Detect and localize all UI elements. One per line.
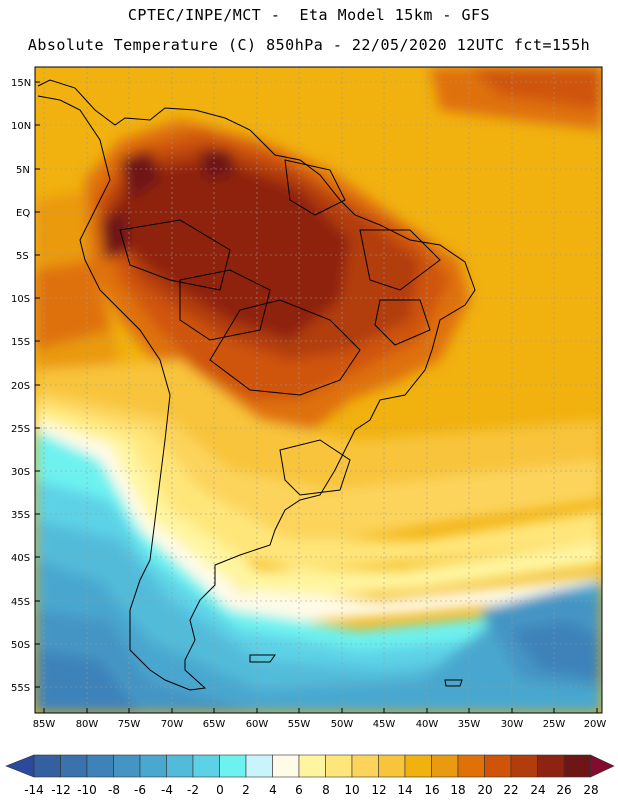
colorbar-label: 14 (397, 783, 412, 797)
colorbar-label: -14 (24, 783, 44, 797)
longitude-axis: 85W 80W 75W 70W 65W 60W 55W 50W 45W 40W … (33, 719, 607, 730)
latitude-axis: 15N 10N 5N EQ 5S 10S 15S 20S 25S 30S 35S… (11, 78, 31, 694)
lat-label-20s: 20S (11, 381, 30, 392)
title-line-2: Absolute Temperature (C) 850hPa - 22/05/… (27, 36, 591, 54)
colorbar-swatch (563, 754, 591, 778)
coastline-outline (37, 79, 476, 691)
lon-label-75w: 75W (118, 719, 141, 730)
lat-label-45s: 45S (11, 597, 30, 608)
colorbar-label: 22 (503, 783, 518, 797)
temperature-map[interactable]: 15N 10N 5N EQ 5S 10S 15S 20S 25S 30S 35S… (0, 0, 618, 750)
temperature-colorbar: -14 -12 -10 -8 -6 -4 -2 0 2 4 6 8 10 12 … (5, 754, 615, 797)
colorbar-swatch (298, 754, 326, 778)
colorbar-label: 10 (344, 783, 359, 797)
lat-label-30s: 30S (11, 467, 30, 478)
lat-label-35s: 35S (11, 510, 30, 521)
colorbar-swatch (325, 754, 353, 778)
lon-label-25w: 25W (543, 719, 566, 730)
colorbar-arrow-low (5, 754, 35, 778)
colorbar-swatch (113, 754, 141, 778)
colorbar-swatch (457, 754, 485, 778)
colorbar-label: -2 (187, 783, 199, 797)
lon-label-65w: 65W (203, 719, 226, 730)
lon-label-35w: 35W (458, 719, 481, 730)
lat-label-10s: 10S (11, 294, 30, 305)
lon-label-20w: 20W (584, 719, 607, 730)
colorbar-label: -8 (108, 783, 120, 797)
colorbar-swatch (537, 754, 565, 778)
temperature-field (35, 67, 602, 713)
colorbar-label: -4 (161, 783, 173, 797)
title-line-1: CPTEC/INPE/MCT - Eta Model 15km - GFS (127, 6, 491, 24)
colorbar-swatch (510, 754, 538, 778)
lon-label-85w: 85W (33, 719, 56, 730)
colorbar-swatch (139, 754, 167, 778)
colorbar-swatch (86, 754, 114, 778)
colorbar-label: -12 (51, 783, 71, 797)
colorbar-swatch (431, 754, 459, 778)
colorbar-label: 24 (530, 783, 545, 797)
colorbar-label: 28 (583, 783, 598, 797)
lat-label-55s: 55S (11, 683, 30, 694)
colorbar-swatch (245, 754, 273, 778)
colorbar-swatch (33, 754, 61, 778)
colorbar-label: 18 (450, 783, 465, 797)
lat-label-5s: 5S (16, 251, 29, 262)
lat-label-15s: 15S (11, 337, 30, 348)
colorbar-swatch (272, 754, 300, 778)
lon-label-60w: 60W (246, 719, 269, 730)
colorbar-swatch (378, 754, 406, 778)
lat-label-eq: EQ (16, 208, 30, 219)
colorbar-arrow-high (590, 754, 615, 778)
colorbar-swatch (60, 754, 88, 778)
colorbar-label: 26 (556, 783, 571, 797)
colorbar-label: 6 (295, 783, 303, 797)
lon-label-80w: 80W (76, 719, 99, 730)
lon-label-45w: 45W (373, 719, 396, 730)
colorbar-swatch (219, 754, 247, 778)
lon-label-40w: 40W (416, 719, 439, 730)
colorbar-swatch (484, 754, 512, 778)
lon-label-50w: 50W (331, 719, 354, 730)
lat-label-25s: 25S (11, 424, 30, 435)
colorbar-label: 8 (322, 783, 330, 797)
colorbar-swatch (404, 754, 432, 778)
colorbar-label: 4 (269, 783, 277, 797)
lat-label-5n: 5N (16, 165, 30, 176)
colorbar-swatch (351, 754, 379, 778)
colorbar-label: -10 (77, 783, 97, 797)
colorbar-label: 12 (371, 783, 386, 797)
lon-label-30w: 30W (501, 719, 524, 730)
lon-label-55w: 55W (288, 719, 311, 730)
colorbar-label: -6 (134, 783, 146, 797)
lat-label-10n: 10N (11, 121, 31, 132)
map-frame (34, 66, 603, 714)
lat-label-15n: 15N (11, 78, 31, 89)
colorbar-swatch (192, 754, 220, 778)
lon-label-70w: 70W (161, 719, 184, 730)
colorbar-label: 16 (424, 783, 439, 797)
colorbar-swatch (166, 754, 194, 778)
colorbar-label: 2 (242, 783, 250, 797)
lat-label-40s: 40S (11, 553, 30, 564)
colorbar-label: 20 (477, 783, 492, 797)
colorbar-label: 0 (216, 783, 224, 797)
lat-label-50s: 50S (11, 640, 30, 651)
